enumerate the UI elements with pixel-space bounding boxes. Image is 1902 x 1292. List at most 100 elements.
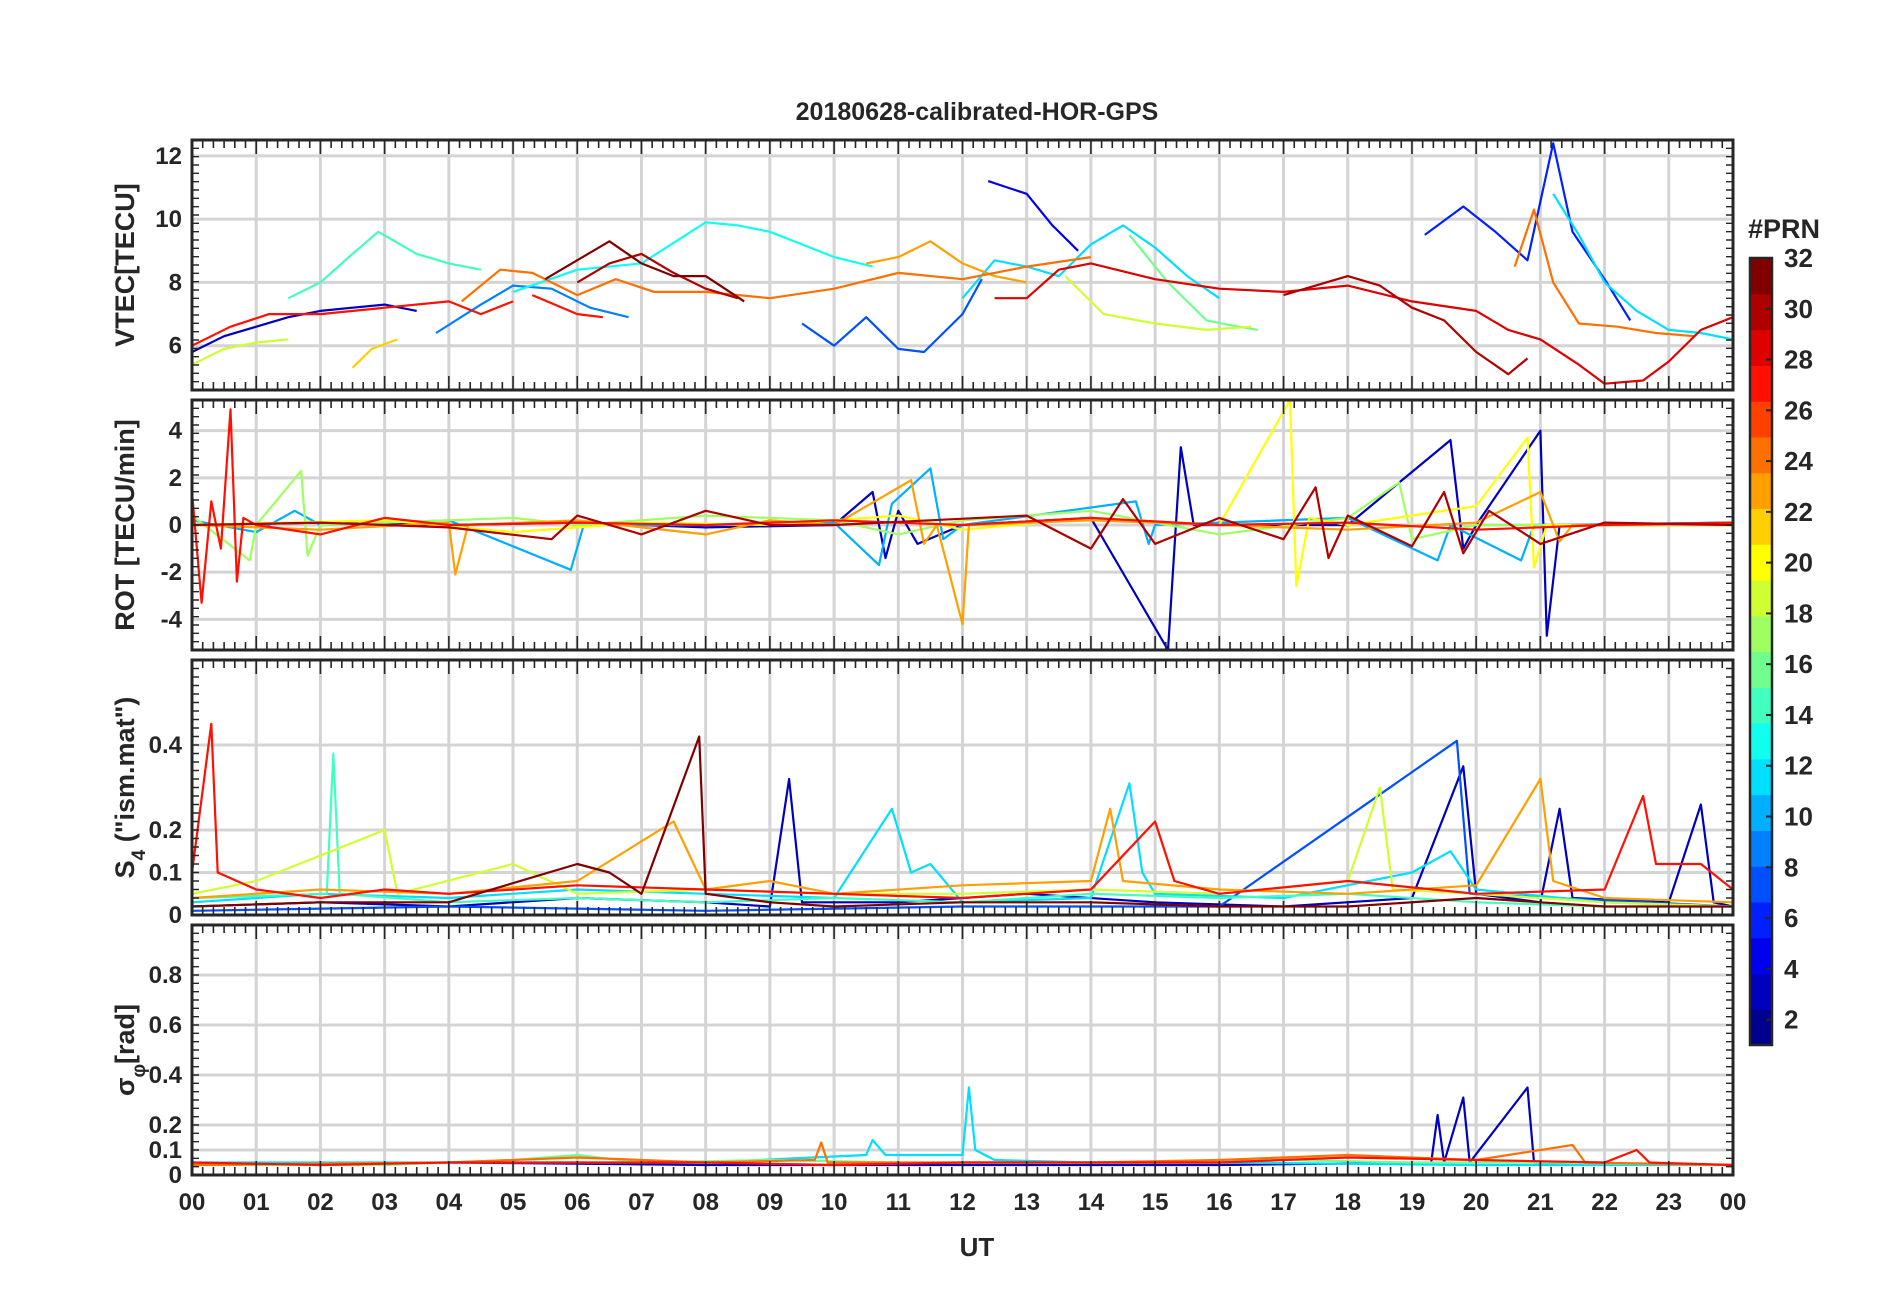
series-line-prn-7 — [801, 278, 983, 354]
colorbar-swatch — [1750, 937, 1772, 975]
y-tick-label: 6 — [169, 333, 182, 360]
x-tick-label: 19 — [1399, 1189, 1426, 1216]
colorbar-swatch — [1750, 579, 1772, 617]
series-line-prn-25 — [461, 256, 1092, 303]
y-axis-label-main: σ — [110, 1078, 140, 1096]
colorbar-swatch — [1750, 615, 1772, 653]
colorbar-swatch — [1750, 866, 1772, 903]
colorbar-tick-label: 2 — [1784, 1005, 1798, 1035]
colorbar-frame — [1748, 256, 1774, 1047]
series-line-prn-32 — [544, 240, 745, 303]
y-tick-label: 0.1 — [149, 860, 182, 887]
series-line-prn-30 — [576, 252, 739, 300]
colorbar-tick-label: 4 — [1784, 954, 1799, 984]
colorbar-tick-label: 28 — [1784, 345, 1813, 375]
colorbar-swatch — [1750, 758, 1772, 796]
y-tick-label: 0.6 — [149, 1012, 182, 1039]
colorbar-swatch — [1750, 1009, 1772, 1046]
colorbar-swatch — [1750, 365, 1772, 402]
x-tick-label: 05 — [500, 1189, 527, 1216]
series-line-prn-13 — [512, 221, 873, 293]
colorbar-swatch — [1750, 293, 1772, 331]
series-line-prn-31 — [1283, 275, 1529, 376]
x-tick-label: 13 — [1013, 1189, 1040, 1216]
y-tick-label: 0.2 — [149, 817, 182, 844]
y-axis-label: ROT [TECU/min] — [110, 419, 140, 630]
x-tick-label: 03 — [371, 1189, 398, 1216]
series-line-prn-19 — [1064, 275, 1252, 331]
colorbar-swatch — [1750, 901, 1772, 939]
y-tick-label: 0.4 — [149, 732, 183, 759]
panel-vtec: 6 8 10 12 VTEC[TECU] — [110, 138, 1735, 392]
y-axis-label-sub: 4 — [129, 849, 150, 860]
series-line-prn-15 — [287, 230, 482, 300]
panel-frame — [190, 658, 1735, 917]
y-axis-label: S4 ("ism.mat") — [110, 697, 150, 879]
y-tick-label: 12 — [155, 143, 182, 170]
series-line-prn-29 — [994, 262, 1733, 385]
colorbar-swatch — [1750, 973, 1772, 1010]
series-line-prn-23 — [865, 240, 1027, 284]
x-tick-label: 04 — [435, 1189, 462, 1216]
x-tick-label: 00 — [179, 1189, 206, 1216]
panel-sigphi: 00.10.2 0.4 0.6 0.8 σφ[rad] — [110, 923, 1735, 1189]
series-line-prn-11 — [192, 782, 1733, 908]
colorbar-swatch — [1750, 830, 1772, 867]
y-axis-label-rest: [rad] — [110, 1004, 140, 1064]
colorbar-tick-label: 24 — [1784, 446, 1813, 476]
y-tick-label: 0.8 — [149, 962, 182, 989]
x-tick-label: 15 — [1142, 1189, 1169, 1216]
series-line-prn-19 — [192, 786, 1733, 908]
series-line-prn-18 — [192, 338, 289, 366]
series-line-prn-23 — [192, 479, 1733, 626]
y-tick-label: 0.1 — [149, 1137, 182, 1164]
colorbar-tick-label: 16 — [1784, 649, 1813, 679]
colorbar-tick-label: 12 — [1784, 751, 1813, 781]
series-line-prn-27 — [192, 722, 1733, 900]
y-tick-label: -2 — [161, 559, 182, 586]
colorbar-label: #PRN — [1748, 214, 1820, 244]
colorbar-swatch — [1750, 544, 1772, 581]
y-tick-label: 0.4 — [149, 1062, 183, 1089]
colorbar-swatch — [1750, 401, 1772, 438]
y-tick-label: 0 — [169, 1162, 182, 1189]
x-axis-label: UT — [960, 1232, 995, 1262]
y-axis-label-sub: φ — [129, 1064, 150, 1078]
colorbar-tick-label: 6 — [1784, 903, 1798, 933]
colorbar-swatch — [1750, 794, 1772, 831]
x-tick-label: 06 — [564, 1189, 591, 1216]
y-tick-label: 10 — [155, 206, 182, 233]
colorbar-tick-label: 18 — [1784, 598, 1813, 628]
x-tick-label: 01 — [243, 1189, 270, 1216]
y-tick-label: 8 — [169, 269, 182, 296]
series-line-prn-21 — [351, 338, 398, 369]
series-line-prn-32 — [192, 735, 1733, 908]
chart-title: 20180628-calibrated-HOR-GPS — [796, 98, 1159, 126]
y-tick-label: 0 — [169, 902, 182, 929]
x-tick-label: 14 — [1078, 1189, 1105, 1216]
y-tick-label: 0 — [169, 512, 182, 539]
colorbar-tick-label: 30 — [1784, 294, 1813, 324]
y-tick-label: 2 — [169, 465, 182, 492]
x-tick-label: 02 — [307, 1189, 334, 1216]
colorbar-swatch — [1750, 508, 1772, 545]
y-tick-label: 0.2 — [149, 1112, 182, 1139]
panel-frame — [190, 138, 1735, 392]
y-tick-label: 4 — [169, 418, 183, 445]
colorbar-swatch — [1750, 651, 1772, 688]
series-line-prn-23 — [192, 777, 1733, 904]
series-group — [192, 400, 1733, 650]
y-axis-label-main: S — [110, 860, 140, 878]
colorbar-swatch — [1750, 329, 1772, 366]
x-tick-label: 17 — [1270, 1189, 1297, 1216]
series-line-prn-12 — [1552, 193, 1733, 341]
series-line-prn-27 — [192, 408, 1733, 604]
x-tick-label: 11 — [886, 1189, 911, 1216]
colorbar-swatch — [1750, 258, 1772, 295]
colorbar-swatch — [1750, 723, 1772, 760]
x-tick-label: 22 — [1591, 1189, 1618, 1216]
y-axis-label-rest: ("ism.mat") — [110, 697, 140, 850]
colorbar-tick-label: 14 — [1784, 700, 1813, 730]
